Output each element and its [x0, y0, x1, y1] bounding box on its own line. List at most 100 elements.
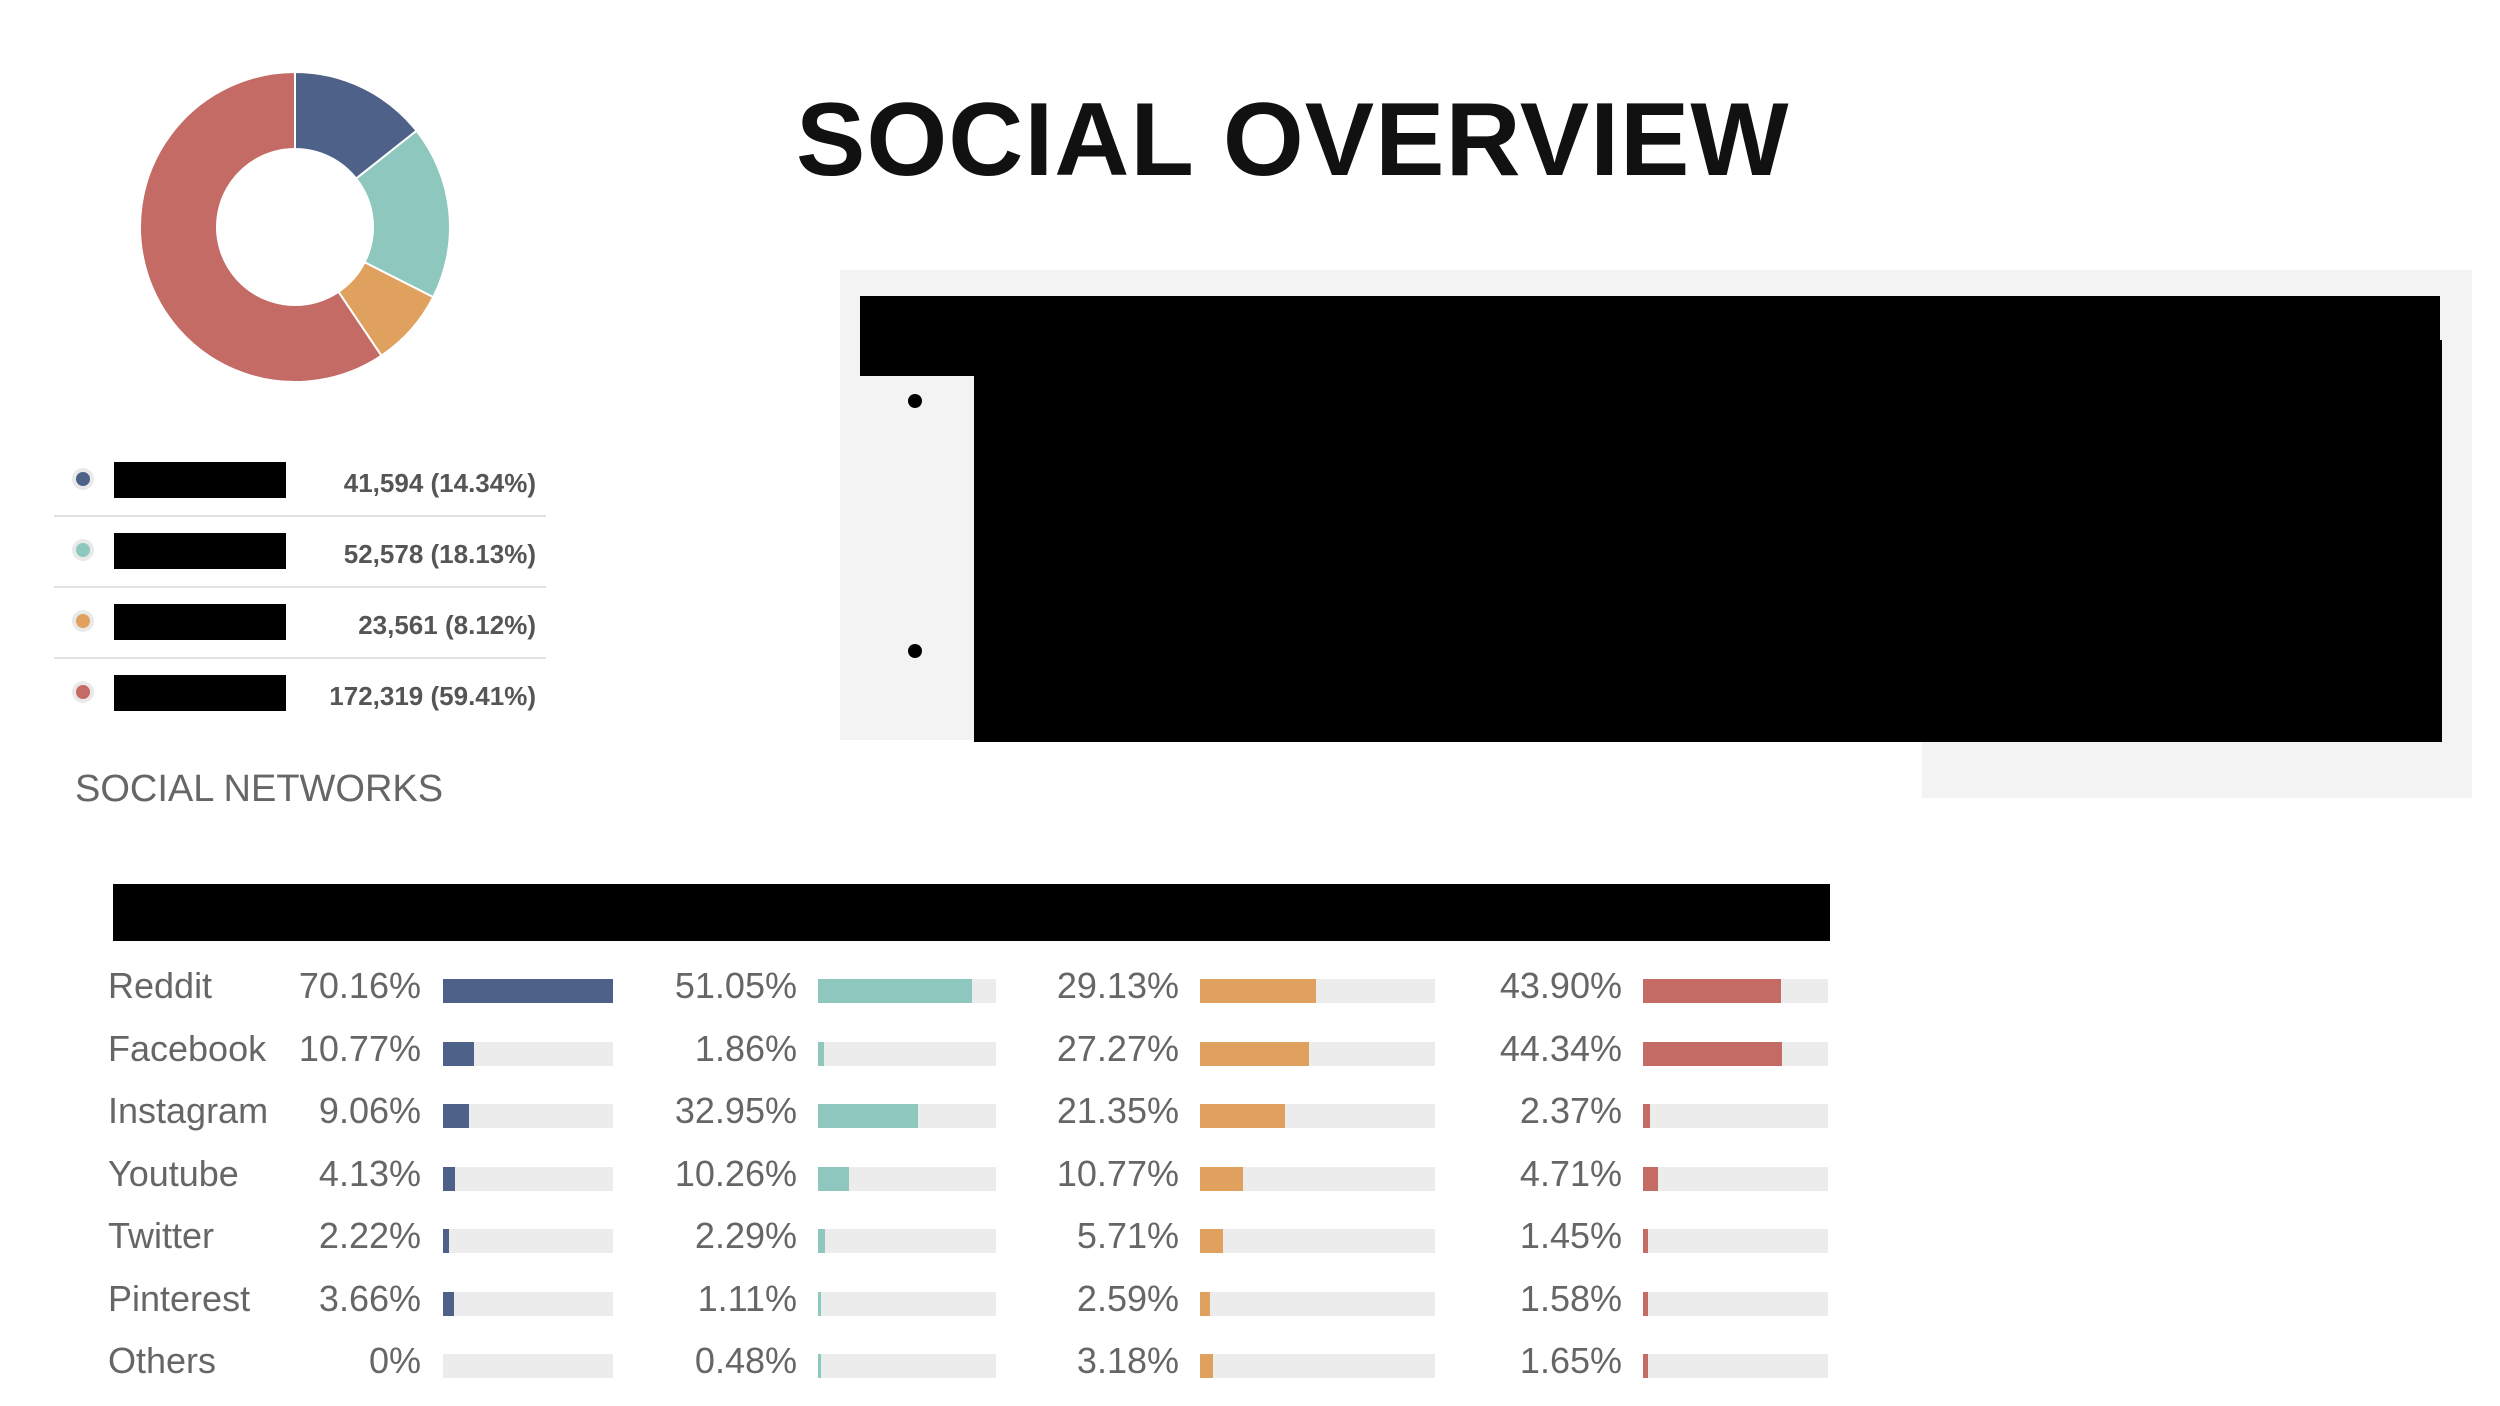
percent-label: 3.18% — [1076, 1340, 1179, 1381]
bullet-marker — [908, 394, 922, 408]
page-title: SOCIAL OVERVIEW — [796, 82, 1790, 198]
network-name: Facebook — [108, 1027, 267, 1069]
bar-track — [443, 1291, 613, 1316]
bar-fill — [1643, 1166, 1658, 1191]
table-row: Others 0% 0.48% 3.18% 1.65% — [0, 1332, 2500, 1394]
percent-label: 1.65% — [1519, 1340, 1622, 1381]
bar-track — [1643, 979, 1828, 1003]
legend-value: 172,319 (59.41%) — [329, 681, 536, 711]
bar-track — [1200, 979, 1435, 1003]
bar-track — [1643, 1041, 1828, 1066]
bar-track — [443, 1354, 613, 1378]
percent-label: 44.34% — [1499, 1027, 1622, 1069]
legend-dot — [76, 543, 90, 557]
section-label: SOCIAL NETWORKS — [75, 768, 444, 810]
table-row: Twitter 2.22% 2.29% 5.71% 1.45% — [0, 1207, 2500, 1269]
bar-fill — [818, 1041, 824, 1066]
percent-label: 29.13% — [1056, 965, 1179, 1006]
bar-fill — [818, 1291, 822, 1316]
legend-dot — [76, 614, 90, 628]
redacted-legend-label — [114, 533, 286, 569]
legend-value: 52,578 (18.13%) — [343, 539, 536, 569]
table-row: Facebook 10.77% 1.86% 27.27% 44.34% — [0, 1020, 2500, 1082]
bar-fill — [443, 1229, 450, 1253]
percent-label: 43.90% — [1499, 965, 1622, 1006]
bar-fill — [1200, 1104, 1286, 1128]
bar-fill — [443, 979, 613, 1003]
donut-legend: 41,594 (14.34%) 52,578 (18.13%) 23,561 (… — [54, 446, 546, 728]
percent-label: 2.29% — [694, 1215, 797, 1256]
bar-fill — [1643, 1041, 1783, 1066]
bar-track — [818, 1291, 996, 1316]
bar-track — [443, 1166, 613, 1191]
bar-fill — [1643, 1104, 1651, 1128]
legend-value: 23,561 (8.12%) — [358, 610, 536, 640]
redacted-table-header — [113, 884, 1830, 941]
table-row: Youtube 4.13% 10.26% 10.77% 4.71% — [0, 1145, 2500, 1207]
percent-label: 27.27% — [1056, 1027, 1179, 1069]
redacted-legend-label — [114, 604, 286, 640]
percent-label: 51.05% — [674, 965, 797, 1006]
bar-track — [1643, 1291, 1828, 1316]
donut-chart — [139, 70, 451, 383]
table-row: Instagram 9.06% 32.95% 21.35% 2.37% — [0, 1082, 2500, 1144]
percent-label: 3.66% — [318, 1277, 421, 1319]
network-name: Reddit — [108, 965, 213, 1006]
network-name: Instagram — [108, 1090, 269, 1131]
table-row: Reddit 70.16% 51.05% 29.13% 43.90% — [0, 957, 2500, 1019]
percent-label: 1.11% — [697, 1277, 797, 1319]
percent-label: 0% — [368, 1340, 421, 1381]
percent-label: 2.37% — [1519, 1090, 1622, 1131]
percent-label: 1.45% — [1519, 1215, 1622, 1256]
bar-track — [443, 1229, 613, 1253]
percent-label: 1.58% — [1519, 1277, 1622, 1319]
legend-value: 41,594 (14.34%) — [343, 468, 536, 498]
percent-label: 10.26% — [674, 1152, 797, 1194]
percent-label: 10.77% — [298, 1027, 421, 1069]
percent-label: 9.06% — [318, 1090, 421, 1131]
bar-fill — [1200, 1354, 1213, 1378]
percent-label: 2.59% — [1076, 1277, 1179, 1319]
bar-fill — [818, 979, 973, 1003]
bar-fill — [443, 1104, 470, 1128]
redacted-legend-label — [114, 462, 286, 498]
bar-fill — [818, 1354, 821, 1378]
bar-fill — [1200, 1229, 1223, 1253]
bar-fill — [1643, 1229, 1648, 1253]
bar-track — [443, 1104, 613, 1128]
bar-fill — [1643, 1354, 1649, 1378]
legend-dot — [76, 472, 90, 486]
percent-label: 5.71% — [1076, 1215, 1179, 1256]
legend-item: 52,578 (18.13%) — [54, 517, 546, 588]
bar-track — [1200, 1291, 1435, 1316]
percent-label: 0.48% — [694, 1340, 797, 1381]
bar-track — [1200, 1104, 1435, 1128]
bar-fill — [443, 1041, 475, 1066]
legend-item: 41,594 (14.34%) — [54, 446, 546, 517]
redacted-panel-text — [974, 340, 2442, 742]
bar-track — [443, 979, 613, 1003]
bar-fill — [443, 1166, 455, 1191]
bar-fill — [818, 1229, 825, 1253]
legend-item: 172,319 (59.41%) — [54, 659, 546, 728]
network-name: Twitter — [108, 1215, 215, 1256]
bar-track — [1200, 1166, 1435, 1191]
bar-track — [818, 979, 996, 1003]
table-row: Pinterest 3.66% 1.11% 2.59% 1.58% — [0, 1270, 2500, 1332]
bullet-marker — [908, 644, 922, 658]
bar-track — [818, 1229, 996, 1253]
bar-track — [1200, 1041, 1435, 1066]
bar-track — [818, 1354, 996, 1378]
percent-label: 21.35% — [1056, 1090, 1179, 1131]
percent-label: 4.71% — [1519, 1152, 1622, 1194]
network-name: Pinterest — [108, 1277, 251, 1319]
bar-fill — [1200, 1291, 1211, 1316]
bar-fill — [1200, 979, 1317, 1003]
percent-label: 2.22% — [318, 1215, 421, 1256]
bar-track — [818, 1041, 996, 1066]
percent-label: 70.16% — [298, 965, 421, 1006]
redacted-legend-label — [114, 675, 286, 711]
bar-fill — [443, 1291, 454, 1316]
network-name: Youtube — [108, 1152, 239, 1194]
bar-track — [1643, 1229, 1828, 1253]
